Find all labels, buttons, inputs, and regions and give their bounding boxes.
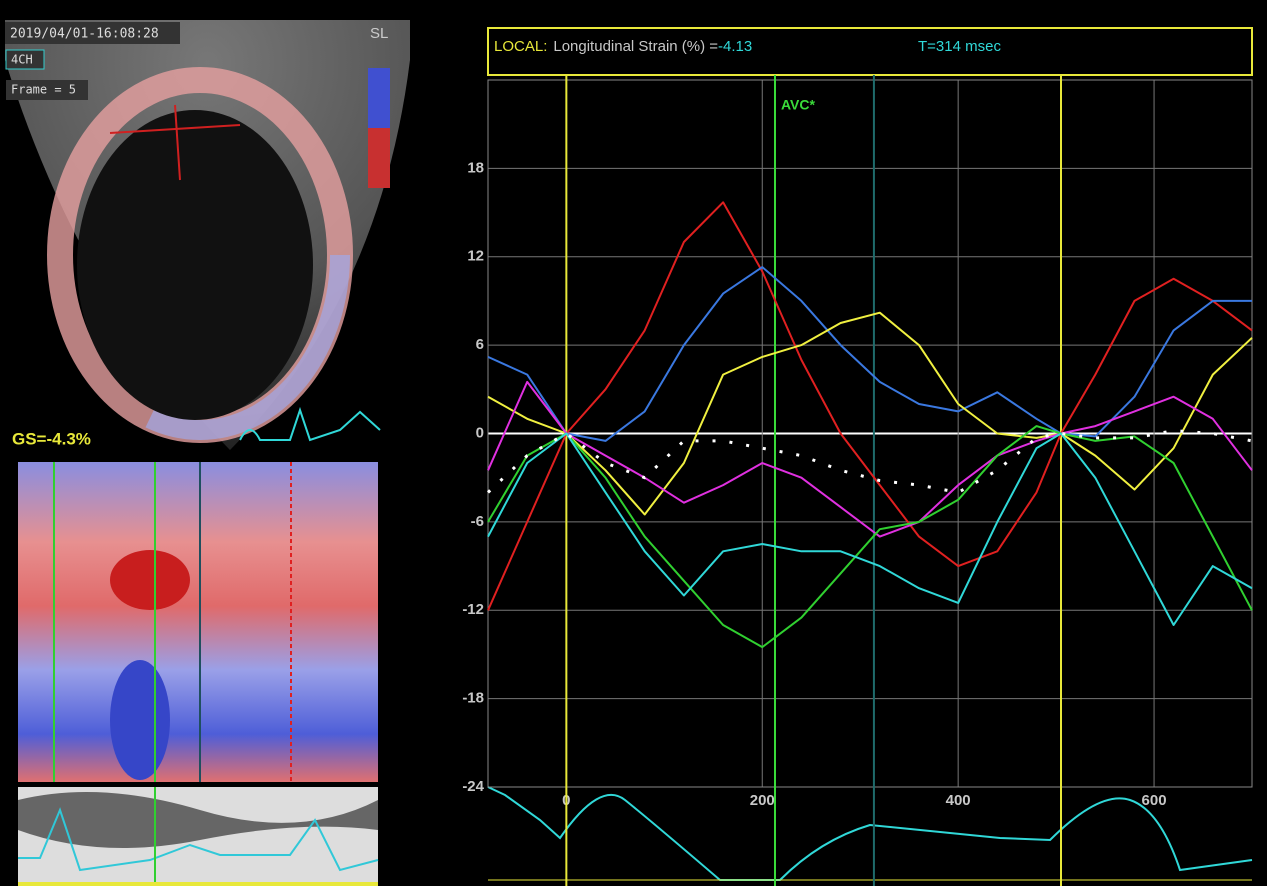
series-line xyxy=(488,426,1252,647)
series-line xyxy=(488,313,1252,515)
frame-label: Frame = 5 xyxy=(11,83,76,97)
header: LOCAL: Longitudinal Strain (%) =-4.13 xyxy=(494,38,752,55)
page: {"left_panel":{"timestamp":"2019/04/01-1… xyxy=(0,0,1267,886)
time-label: T=314 msec xyxy=(918,38,1001,55)
global-strain: GS=-4.3% xyxy=(12,429,91,448)
measure-value: -4.13 xyxy=(718,38,752,55)
cavity xyxy=(77,110,313,420)
y-tick-label: -24 xyxy=(462,778,484,795)
header-title: LOCAL: xyxy=(494,38,547,55)
x-tick-label: 400 xyxy=(946,792,971,809)
y-tick-label: -12 xyxy=(462,601,484,618)
y-tick-label: 12 xyxy=(467,248,484,265)
contour-trough xyxy=(110,660,170,780)
y-tick-label: 6 xyxy=(476,336,484,353)
screen: 2019/04/01-16:08:28 4CH Frame = 5 SL GS=… xyxy=(0,0,1267,886)
color-scale xyxy=(368,68,390,128)
view-label: 4CH xyxy=(11,53,33,67)
ecg-trace xyxy=(488,787,1252,880)
y-tick-label: 18 xyxy=(467,159,484,176)
scale-label: SL xyxy=(370,25,388,42)
contour-peak xyxy=(110,550,190,610)
x-tick-label: 200 xyxy=(750,792,775,809)
series-line xyxy=(488,267,1252,441)
timestamp: 2019/04/01-16:08:28 xyxy=(10,27,159,42)
time-bar xyxy=(18,882,378,886)
y-tick-label: -18 xyxy=(462,690,484,707)
strain-contour-map xyxy=(18,462,378,782)
y-tick-label: 0 xyxy=(476,424,484,441)
measure-label: Longitudinal Strain (%) = xyxy=(553,38,718,55)
series-line xyxy=(488,202,1252,610)
y-tick-label: -6 xyxy=(471,513,484,530)
event-label: AVC* xyxy=(781,97,816,113)
x-tick-label: 600 xyxy=(1142,792,1167,809)
series-line xyxy=(488,382,1252,537)
